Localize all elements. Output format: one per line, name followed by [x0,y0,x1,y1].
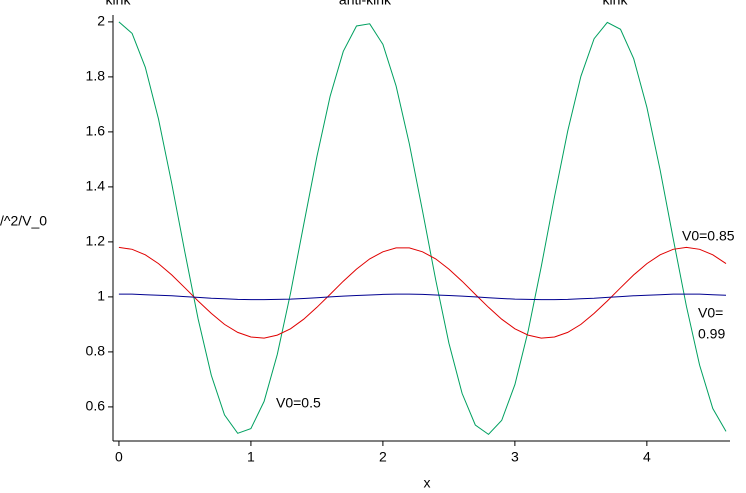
y-tick-label: 1.2 [86,233,106,249]
series-line [118,21,727,436]
x-tick-label: 3 [511,449,519,465]
y-tick-label: 1.4 [86,178,106,194]
annotation: V0=0.5 [276,395,321,411]
x-tick-label: 2 [379,449,387,465]
series-line [118,246,727,339]
y-tick-label: 2 [97,13,105,29]
annotation: 0.99 [698,326,725,342]
x-tick-label: 0 [115,449,123,465]
series-line [118,293,727,301]
annotation: V0= [698,305,723,321]
y-tick-label: 1 [97,288,105,304]
annotation: anti-kink [339,0,392,8]
annotation: kink [106,0,132,8]
annotation: V0=0.85 [682,228,735,244]
x-tick-label: 4 [643,449,651,465]
y-tick-label: 1.6 [86,123,106,139]
x-tick-label: 1 [247,449,255,465]
y-tick-label: 1.8 [86,68,106,84]
y-tick-label: 0.8 [86,343,106,359]
x-axis-title: x [424,475,431,491]
y-tick-label: 0.6 [86,398,106,414]
annotation: kink [603,0,629,8]
y-axis-title: /^2/V_0 [0,213,47,229]
